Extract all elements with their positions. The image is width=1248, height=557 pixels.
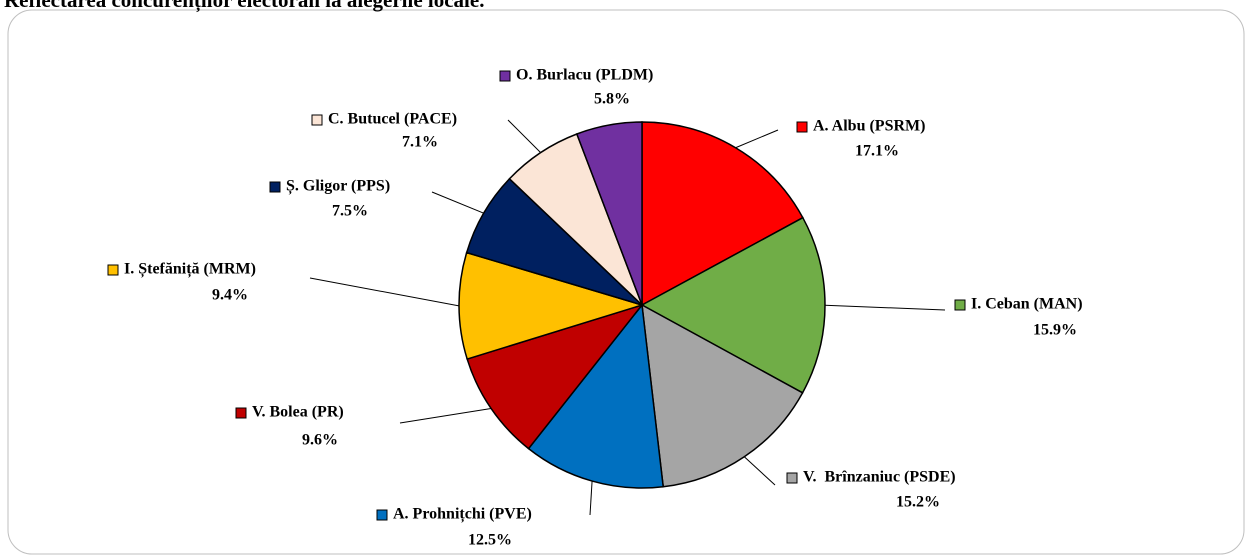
leader-line	[743, 456, 776, 486]
legend-marker	[269, 181, 281, 193]
category-label: Ș. Gligor (PPS)	[286, 178, 390, 196]
legend-marker	[786, 472, 798, 484]
category-label: I. Ștefăniță (MRM)	[124, 261, 256, 279]
leader-line	[399, 407, 492, 424]
leader-line	[589, 481, 593, 516]
leader-line	[824, 304, 946, 311]
legend-marker	[107, 264, 119, 276]
pie-slice	[575, 121, 643, 306]
value-label: 7.1%	[402, 134, 438, 151]
value-label: 17.1%	[855, 143, 899, 160]
value-label: 15.2%	[896, 494, 940, 511]
leader-line	[309, 277, 460, 307]
legend-marker	[796, 121, 808, 133]
category-label: A. Prohnițchi (PVE)	[393, 506, 532, 524]
value-label: 9.6%	[302, 432, 338, 449]
leader-line	[507, 119, 542, 153]
leader-line	[431, 191, 484, 214]
legend-marker	[311, 114, 323, 126]
chart-title: Reflectarea concurenților electorali la …	[4, 0, 484, 13]
legend-marker	[954, 299, 966, 311]
legend-marker	[235, 407, 247, 419]
category-label: V. Bolea (PR)	[252, 404, 344, 421]
pie-slice	[640, 216, 826, 394]
pie-slice	[641, 121, 804, 307]
value-label: 9.4%	[212, 287, 248, 304]
category-label: V. Brînzaniuc (PSDE)	[803, 469, 956, 486]
value-label: 5.8%	[594, 91, 630, 108]
legend-marker	[499, 70, 511, 82]
value-label: 15.9%	[1033, 322, 1077, 339]
pie-slice	[527, 303, 665, 489]
category-label: O. Burlacu (PLDM)	[516, 67, 653, 84]
category-label: C. Butucel (PACE)	[328, 111, 457, 128]
legend-marker	[376, 509, 388, 521]
leader-line	[735, 129, 779, 149]
value-label: 12.5%	[468, 532, 512, 549]
category-label: I. Ceban (MAN)	[971, 296, 1083, 313]
category-label: A. Albu (PSRM)	[813, 118, 925, 135]
value-label: 7.5%	[332, 203, 368, 220]
